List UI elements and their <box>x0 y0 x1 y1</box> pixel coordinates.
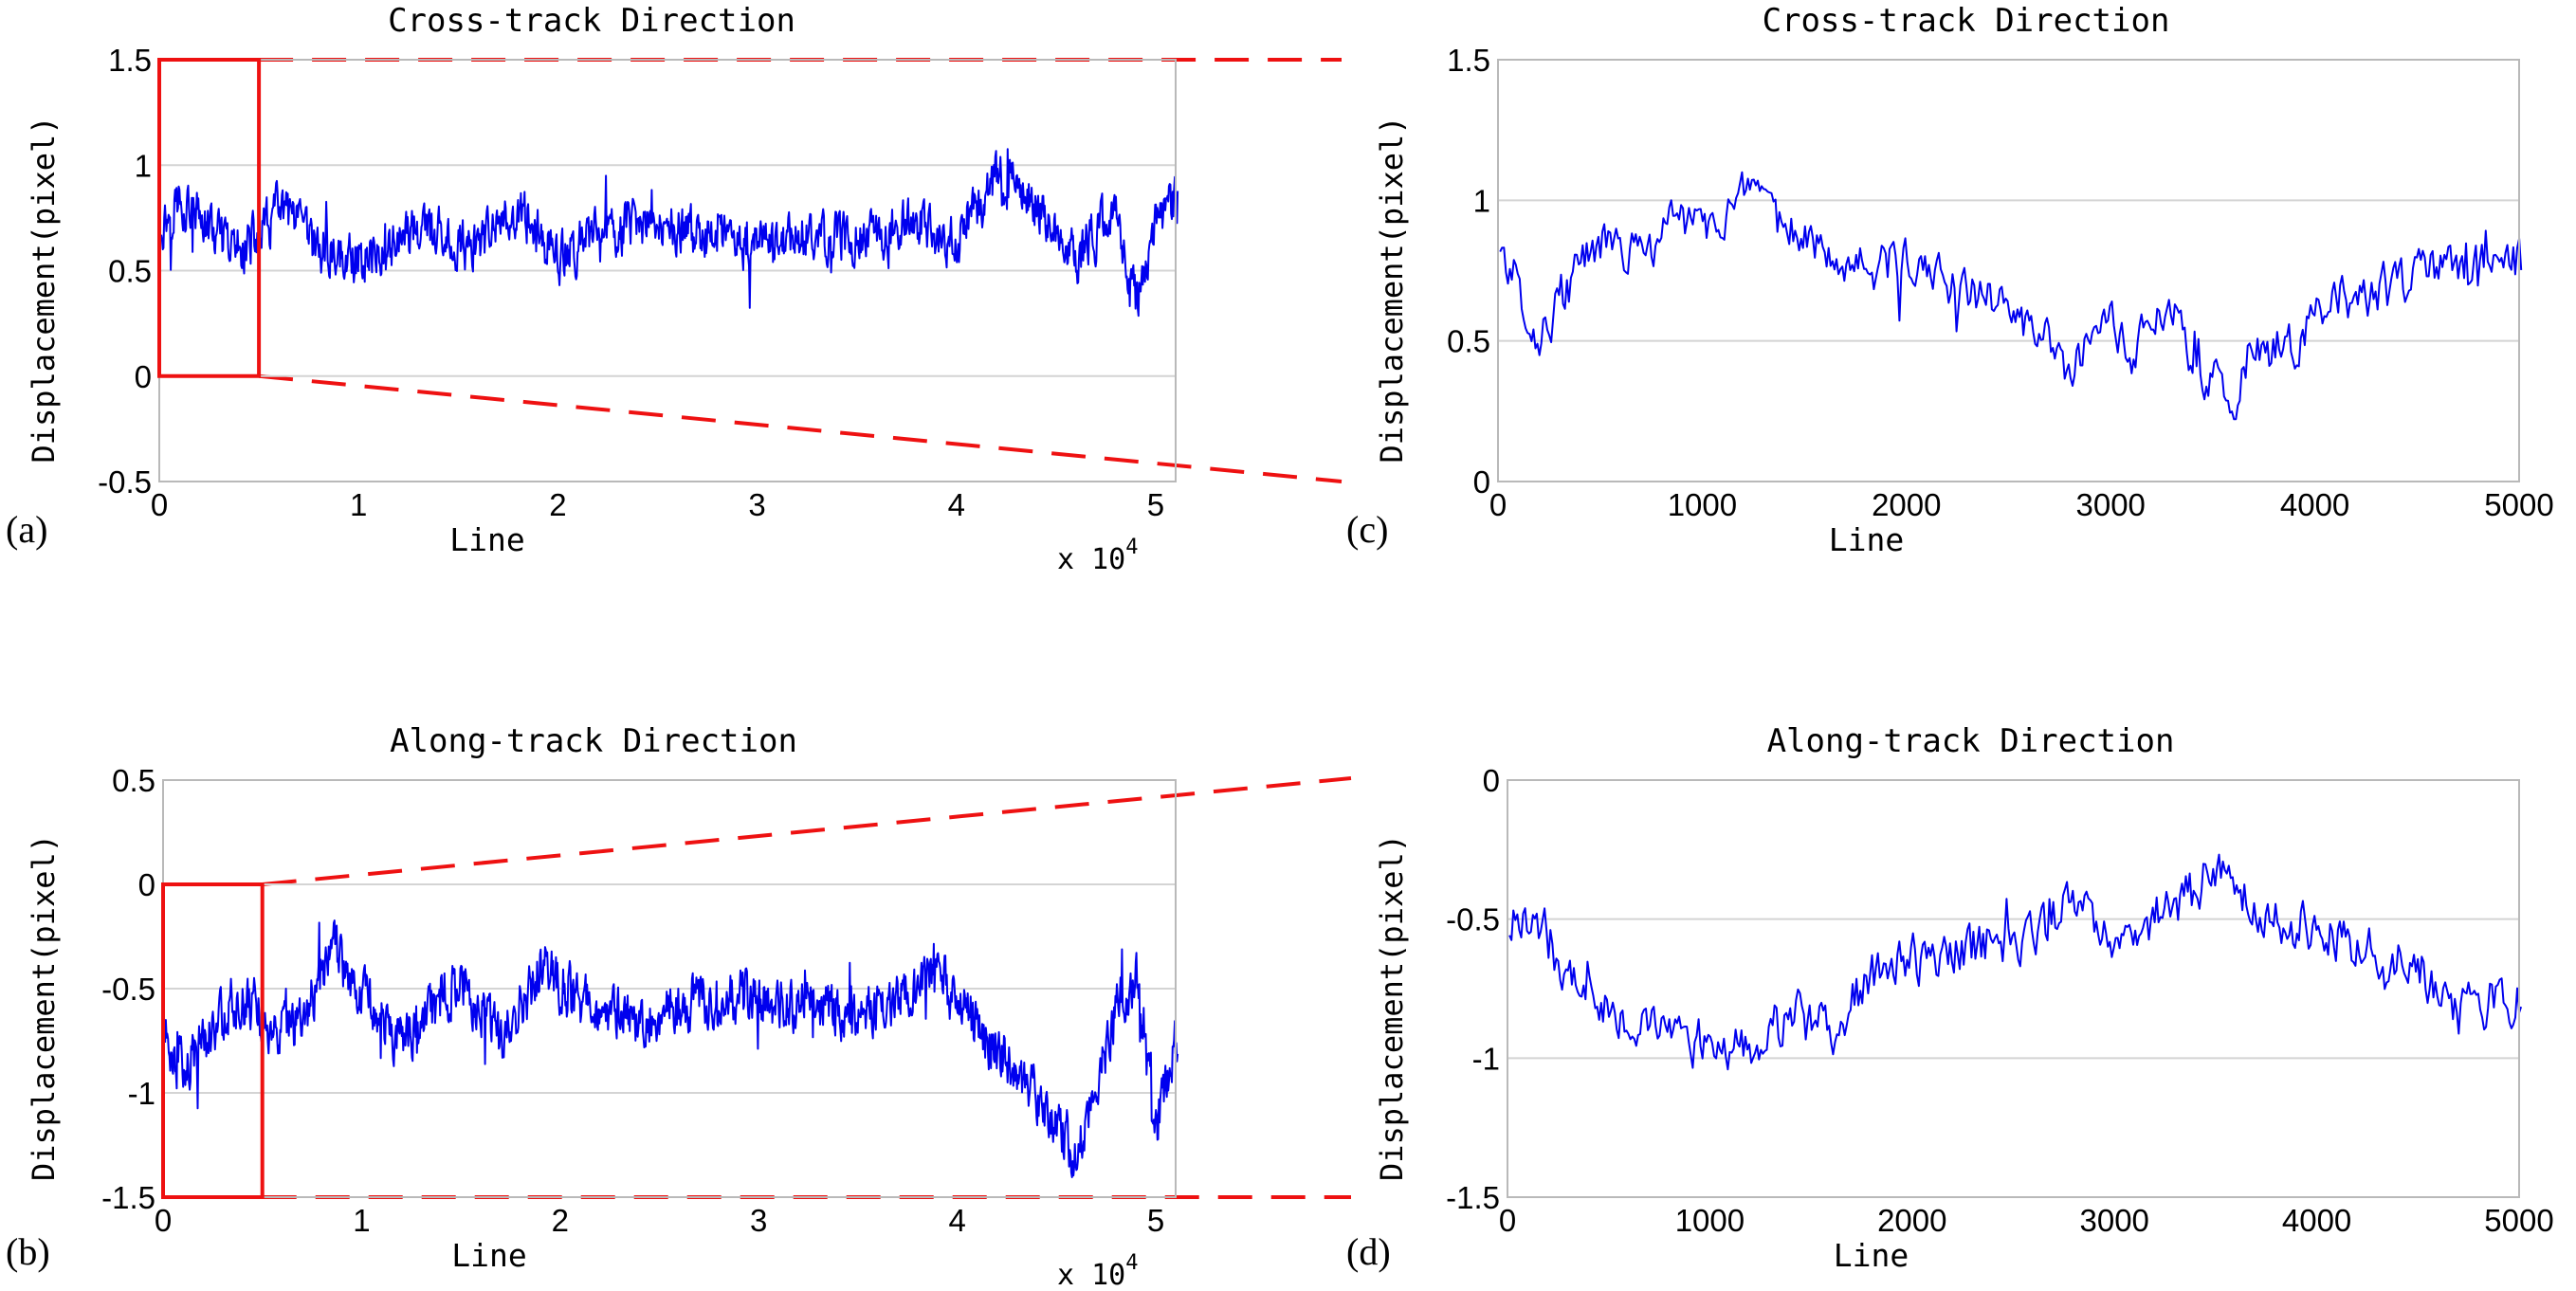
y-axis-label: Displacement(pixel) <box>1374 834 1410 1181</box>
data-series-line <box>1508 853 2523 1071</box>
x-tick-label: 1 <box>353 1203 370 1238</box>
y-tick-label: -0.5 <box>98 464 152 500</box>
y-axis-label: Displacement(pixel) <box>1374 116 1410 463</box>
x-tick-label: 2 <box>549 487 566 522</box>
plot-frame <box>1507 779 2520 1198</box>
y-tick-label: -0.5 <box>1446 902 1500 937</box>
x-tick-label: 1000 <box>1675 1203 1745 1238</box>
chart-panel-d: -1.5 -1 -0.5 0 0 1000 2000 3000 4000 5000 Along-tr… <box>1346 722 2554 1274</box>
x-tick-label: 2000 <box>1877 1203 1946 1238</box>
x-multiplier-exponent: 4 <box>1125 536 1138 559</box>
y-tick-label: 1.5 <box>1447 43 1490 78</box>
y-tick-label: 0 <box>1473 464 1490 500</box>
x-tick-label: 0 <box>151 487 168 522</box>
y-tick-label: 0 <box>138 867 155 902</box>
x-tick-label: 2 <box>552 1203 569 1238</box>
x-tick-label: 3 <box>750 1203 767 1238</box>
x-tick-label: 0 <box>1499 1203 1516 1238</box>
x-axis-multiplier: x 104 <box>1057 1251 1139 1291</box>
y-tick-label: 1 <box>1473 183 1490 218</box>
x-tick-label: 0 <box>1489 487 1507 522</box>
x-tick-label: 3 <box>748 487 765 522</box>
y-tick-label: 1 <box>135 148 152 183</box>
data-series-line <box>160 148 1179 318</box>
x-multiplier-base: x 10 <box>1057 1259 1125 1291</box>
x-multiplier-exponent: 4 <box>1125 1251 1138 1275</box>
panel-label: (a) <box>6 508 47 551</box>
y-tick-label: 0.5 <box>112 763 155 798</box>
chart-title: Cross-track Direction <box>1763 2 2170 40</box>
x-tick-label: 4000 <box>2280 487 2349 522</box>
chart-title: Along-track Direction <box>1767 722 2175 760</box>
x-axis-label: Line <box>449 521 524 558</box>
x-axis-label: Line <box>451 1237 526 1274</box>
x-tick-label: 4000 <box>2282 1203 2351 1238</box>
x-tick-label: 0 <box>155 1203 172 1238</box>
x-tick-label: 3000 <box>2079 1203 2148 1238</box>
y-tick-label: 0.5 <box>108 254 152 289</box>
x-tick-label: 2000 <box>1872 487 1941 522</box>
x-tick-label: 5000 <box>2484 487 2553 522</box>
chart-title: Cross-track Direction <box>388 2 795 40</box>
panel-label: (c) <box>1346 508 1388 551</box>
plot-frame <box>1497 59 2520 482</box>
x-tick-label: 4 <box>948 1203 965 1238</box>
zoom-region-box <box>157 58 262 378</box>
chart-title: Along-track Direction <box>390 722 797 760</box>
zoom-connector-bottom <box>258 373 1343 483</box>
zoom-region-box <box>161 882 265 1199</box>
chart-panel-c: 0 0.5 1 1.5 0 1000 2000 3000 4000 5000 Cross-track… <box>1346 2 2554 558</box>
x-tick-label: 1 <box>350 487 367 522</box>
x-tick-label: 5 <box>1147 487 1164 522</box>
x-tick-label: 3000 <box>2075 487 2145 522</box>
data-series-line <box>164 919 1179 1178</box>
y-tick-label: -0.5 <box>101 972 155 1007</box>
x-tick-label: 4 <box>948 487 965 522</box>
y-axis-label: Displacement(pixel) <box>26 116 62 463</box>
y-tick-label: 1.5 <box>108 43 152 78</box>
y-tick-label: -1 <box>128 1076 155 1111</box>
x-tick-label: 1000 <box>1668 487 1737 522</box>
y-tick-label: 0 <box>1483 763 1500 798</box>
zoom-connector-top <box>262 776 1352 886</box>
y-tick-label: -1 <box>1472 1041 1500 1076</box>
x-axis-label: Line <box>1829 521 1904 558</box>
y-tick-label: -1.5 <box>1446 1180 1500 1215</box>
y-tick-label: 0.5 <box>1447 324 1490 359</box>
data-series-line <box>1499 171 2523 421</box>
x-axis-label: Line <box>1834 1237 1909 1274</box>
panel-label: (d) <box>1346 1230 1391 1273</box>
y-tick-label: -1.5 <box>101 1180 155 1215</box>
x-tick-label: 5000 <box>2484 1203 2553 1238</box>
panel-label: (b) <box>6 1230 50 1273</box>
y-axis-label: Displacement(pixel) <box>26 834 62 1181</box>
y-tick-label: 0 <box>135 359 152 394</box>
x-tick-label: 5 <box>1147 1203 1164 1238</box>
x-axis-multiplier: x 104 <box>1057 536 1139 576</box>
x-multiplier-base: x 10 <box>1057 543 1125 576</box>
